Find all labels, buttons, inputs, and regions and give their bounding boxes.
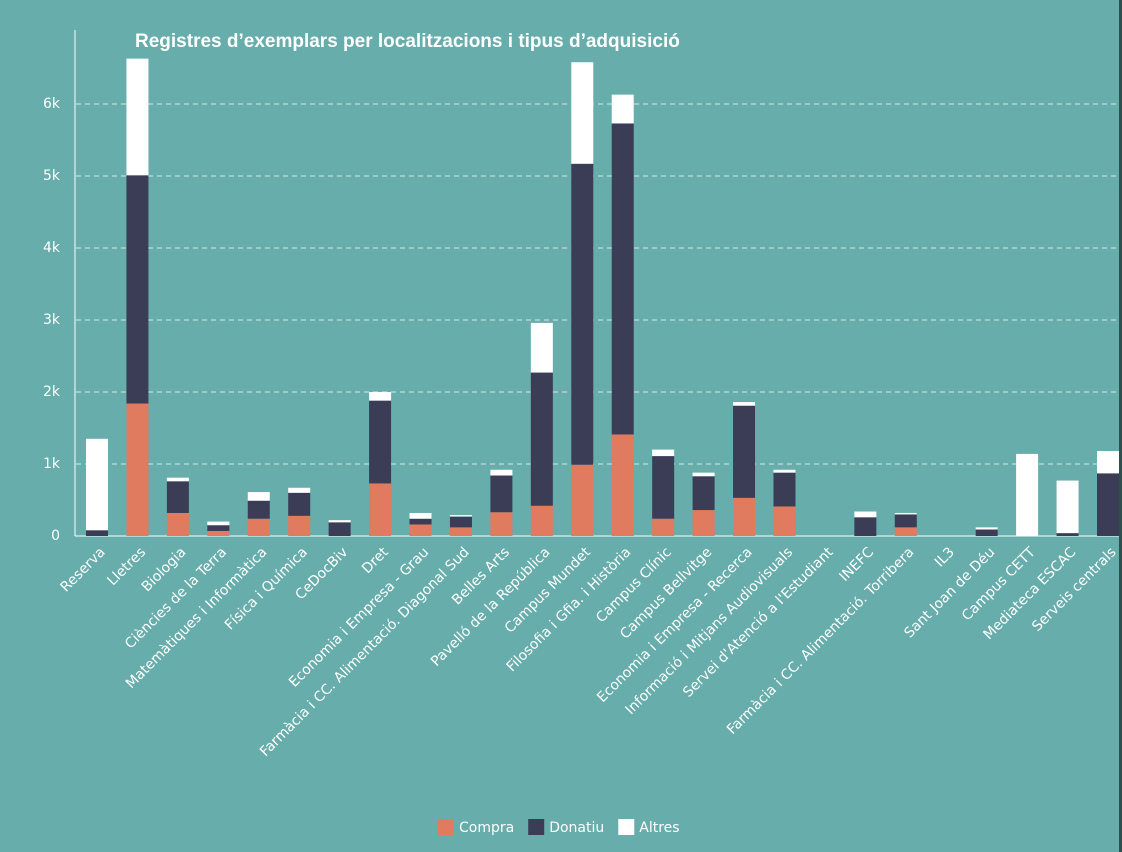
bar-segment xyxy=(652,449,675,457)
bar-segment xyxy=(854,517,877,536)
bar-segment xyxy=(652,456,675,519)
bar-segment xyxy=(86,530,108,536)
bar-segment xyxy=(692,472,715,477)
y-tick-label: 5k xyxy=(43,168,61,184)
y-tick-label: 4k xyxy=(43,240,61,256)
bar-segment xyxy=(530,505,553,536)
bar-segment xyxy=(449,516,472,528)
legend-label: Donatiu xyxy=(549,820,604,836)
bar-segment xyxy=(328,522,351,536)
bar-segment xyxy=(1097,451,1119,474)
bar-segment xyxy=(409,512,432,519)
frame-edge xyxy=(1119,0,1122,852)
bar-segment xyxy=(733,402,756,406)
bar-segment xyxy=(773,506,796,536)
bar-segment xyxy=(894,512,917,515)
bar-segment xyxy=(328,520,351,523)
bar-segment xyxy=(571,62,594,164)
bar-segment xyxy=(126,175,149,404)
bar-segment xyxy=(1056,480,1079,534)
legend-swatch xyxy=(438,819,454,835)
legend-label: Compra xyxy=(459,820,514,836)
bar-segment xyxy=(207,521,230,526)
bar-segment xyxy=(369,400,392,484)
y-tick-label: 3k xyxy=(43,312,61,328)
bar-segment xyxy=(894,514,917,528)
bar-segment xyxy=(611,94,634,124)
bar-segment xyxy=(975,529,998,536)
bar-segment xyxy=(288,487,311,493)
bar-segment xyxy=(652,518,675,536)
bar-segment xyxy=(86,438,108,531)
bar-segment xyxy=(126,58,149,176)
bar-segment xyxy=(692,510,715,536)
bar-segment xyxy=(975,527,998,530)
bar-segment xyxy=(369,483,392,536)
bar-segment xyxy=(490,512,513,536)
bar-segment xyxy=(733,405,756,498)
chart-title: Registres d’exemplars per localitzacions… xyxy=(135,31,680,52)
bar-segment xyxy=(126,403,149,536)
bar-segment xyxy=(854,511,877,518)
y-tick-label: 0 xyxy=(51,528,60,544)
legend-swatch xyxy=(618,819,635,835)
bar-segment xyxy=(247,492,270,501)
bar-segment xyxy=(166,477,189,482)
bar-segment xyxy=(166,481,189,513)
bar-segment xyxy=(369,392,392,401)
bar-segment xyxy=(773,472,796,507)
bar-segment xyxy=(571,163,594,465)
bar-segment xyxy=(288,515,311,536)
bar-segment xyxy=(894,527,917,536)
bar-segment xyxy=(490,475,513,513)
legend-label: Altres xyxy=(639,820,679,836)
bar-segment xyxy=(166,512,189,536)
bar-segment xyxy=(611,434,634,536)
bar-segment xyxy=(530,322,553,373)
bar-segment xyxy=(409,518,432,525)
bar-segment xyxy=(733,497,756,536)
bar-segment xyxy=(692,476,715,511)
bar-segment xyxy=(1097,473,1119,536)
bar-segment xyxy=(1016,453,1039,536)
bar-segment xyxy=(490,469,513,476)
bar-segment xyxy=(449,515,472,517)
bar-segment xyxy=(409,524,432,536)
bar-segment xyxy=(247,518,270,536)
legend-swatch xyxy=(528,819,545,835)
bar-segment xyxy=(571,464,594,536)
bar-segment xyxy=(530,372,553,506)
bar-segment xyxy=(611,123,634,435)
bar-segment xyxy=(207,525,230,531)
y-tick-label: 1k xyxy=(43,456,61,472)
bar-segment xyxy=(449,527,472,536)
bar-segment xyxy=(1056,533,1079,536)
y-tick-label: 6k xyxy=(43,96,61,112)
bar-segment xyxy=(773,469,796,473)
y-tick-label: 2k xyxy=(43,384,61,400)
bar-segment xyxy=(288,492,311,516)
bar-segment xyxy=(247,500,270,519)
bar-segment xyxy=(207,530,230,536)
